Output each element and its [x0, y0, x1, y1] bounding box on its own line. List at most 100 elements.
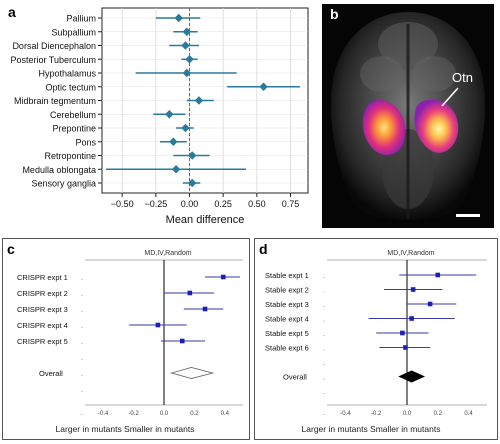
study-dot: .: [323, 273, 325, 280]
study-dot: .: [323, 288, 325, 295]
spacer-dot: .: [81, 355, 83, 362]
row-label: Cerebellum: [50, 110, 96, 120]
row-label: Midbrain tegmentum: [14, 96, 96, 106]
x-tick-label: -0.2: [128, 411, 139, 417]
study-dot: .: [81, 339, 83, 346]
point-estimate: [202, 306, 208, 312]
left-tectum-signal: [362, 100, 406, 155]
x-tick-label: 0.25: [214, 199, 232, 209]
study-dot: .: [81, 291, 83, 298]
row-label: Optic tectum: [45, 82, 96, 92]
point-estimate: [410, 287, 416, 292]
study-label: Stable expt 4: [265, 315, 309, 324]
x-tick-label: 0.75: [282, 199, 300, 209]
trailing-dot: .: [81, 410, 83, 417]
stable-forest-chart: MD,IV,Random -0.4 -0.2 0.0 0.2 0.4 Stable expt…: [265, 250, 487, 434]
crispr-forest-chart: MD,IV,Random -0.4 -0.2 0.0 0.2 0.4 CRISPR expt…: [17, 250, 243, 434]
point-marker: [181, 41, 190, 50]
overall-label: Overall: [283, 373, 307, 382]
overall-dot: .: [81, 371, 83, 378]
otn-label: Otn: [452, 70, 473, 85]
x-tick-label: -0.4: [98, 411, 109, 417]
point-marker: [182, 68, 192, 78]
x-tick-label: 0.50: [248, 199, 266, 209]
row-label: Sensory ganglia: [31, 179, 96, 189]
study-label: Stable expt 2: [265, 286, 309, 295]
point-estimate: [409, 316, 414, 321]
panel-b-brain-image: Otn b: [322, 4, 494, 228]
point-marker: [171, 165, 181, 174]
point-estimate: [427, 301, 433, 307]
study-label: CRISPR expt 3: [17, 305, 68, 314]
study-dot: .: [323, 302, 325, 309]
study-dot: .: [323, 331, 325, 338]
x-axis-title: Larger in mutants Smaller in mutants: [56, 424, 195, 434]
brain-fluorescence-image: Otn: [322, 4, 494, 228]
study-dot: .: [323, 346, 325, 353]
point-estimate: [435, 272, 441, 278]
point-marker: [165, 110, 174, 119]
study-label: CRISPR expt 4: [17, 321, 68, 330]
row-label: Pons: [75, 137, 96, 147]
panel-letter-d: d: [259, 241, 268, 257]
otn-pointer-line: [441, 87, 459, 107]
point-marker: [188, 151, 197, 160]
panel-a-forest-plot: a −0.50 −0.25 0.00 0.25 0.50 0.75 Pallium Subpa…: [0, 0, 318, 230]
row-label: Pallium: [66, 14, 96, 24]
point-marker: [174, 13, 183, 23]
point-marker: [194, 96, 204, 105]
forest-header: MD,IV,Random: [387, 250, 434, 257]
study-label: Stable expt 5: [265, 329, 309, 338]
study-dot: .: [81, 275, 83, 282]
trailing-dot: .: [81, 387, 83, 394]
study-label: Stable expt 3: [265, 300, 309, 309]
row-label: Subpallium: [51, 27, 96, 37]
study-label: Stable expt 1: [265, 271, 309, 280]
row-label: Medulla oblongata: [22, 165, 96, 175]
study-label: Stable expt 6: [265, 344, 309, 353]
panel-c-crispr-forest: c MD,IV,Random -0.4 -0.2 0.0 0.2 0.4 CRISPR ex…: [2, 238, 250, 440]
point-marker: [182, 27, 192, 36]
panel-letter-c: c: [7, 241, 15, 257]
point-estimate: [220, 274, 226, 280]
study-label: CRISPR expt 5: [17, 337, 68, 346]
scale-bar: [456, 214, 480, 217]
row-label: Hypothalamus: [38, 69, 96, 79]
panel-letter-b: b: [330, 6, 339, 22]
row-label: Posterior Tuberculum: [10, 55, 96, 65]
point-estimate: [179, 338, 185, 344]
overall-dot: .: [323, 375, 325, 382]
point-estimate: [187, 290, 193, 296]
x-tick-label: 0.4: [464, 411, 473, 417]
study-dot: .: [81, 307, 83, 314]
panel-d-stable-forest: d MD,IV,Random -0.4 -0.2 0.0 0.2 0.4 Stable ex…: [254, 238, 498, 440]
x-tick-label: −0.50: [111, 199, 134, 209]
row-label: Retropontine: [44, 151, 96, 161]
study-label: CRISPR expt 1: [17, 273, 68, 282]
forest-header: MD,IV,Random: [144, 250, 191, 257]
x-tick-label: 0.00: [181, 199, 199, 209]
point-estimate: [403, 345, 408, 350]
x-tick-label: 0.4: [221, 411, 230, 417]
trailing-dot: .: [323, 389, 325, 396]
x-tick-label: -0.2: [371, 411, 382, 417]
x-tick-label: 0.2: [190, 411, 199, 417]
x-tick-label: −0.25: [144, 199, 167, 209]
point-estimate: [155, 322, 161, 328]
study-label: CRISPR expt 2: [17, 289, 68, 298]
trailing-dot: .: [323, 410, 325, 417]
point-estimate: [400, 330, 405, 336]
study-dot: .: [81, 323, 83, 330]
point-marker: [185, 55, 194, 64]
point-marker: [259, 82, 268, 91]
row-label: Dorsal Diencephalon: [12, 41, 96, 51]
overall-diamond: [169, 367, 215, 379]
overall-label: Overall: [39, 369, 63, 378]
point-marker: [188, 178, 197, 188]
study-dot: .: [323, 317, 325, 324]
panel-letter-a: a: [8, 4, 16, 20]
row-label: Prepontine: [52, 124, 96, 134]
mean-difference-chart: −0.50 −0.25 0.00 0.25 0.50 0.75 Pallium Subpall…: [10, 7, 309, 226]
x-axis-title: Mean difference: [166, 214, 245, 226]
point-marker: [169, 137, 178, 146]
